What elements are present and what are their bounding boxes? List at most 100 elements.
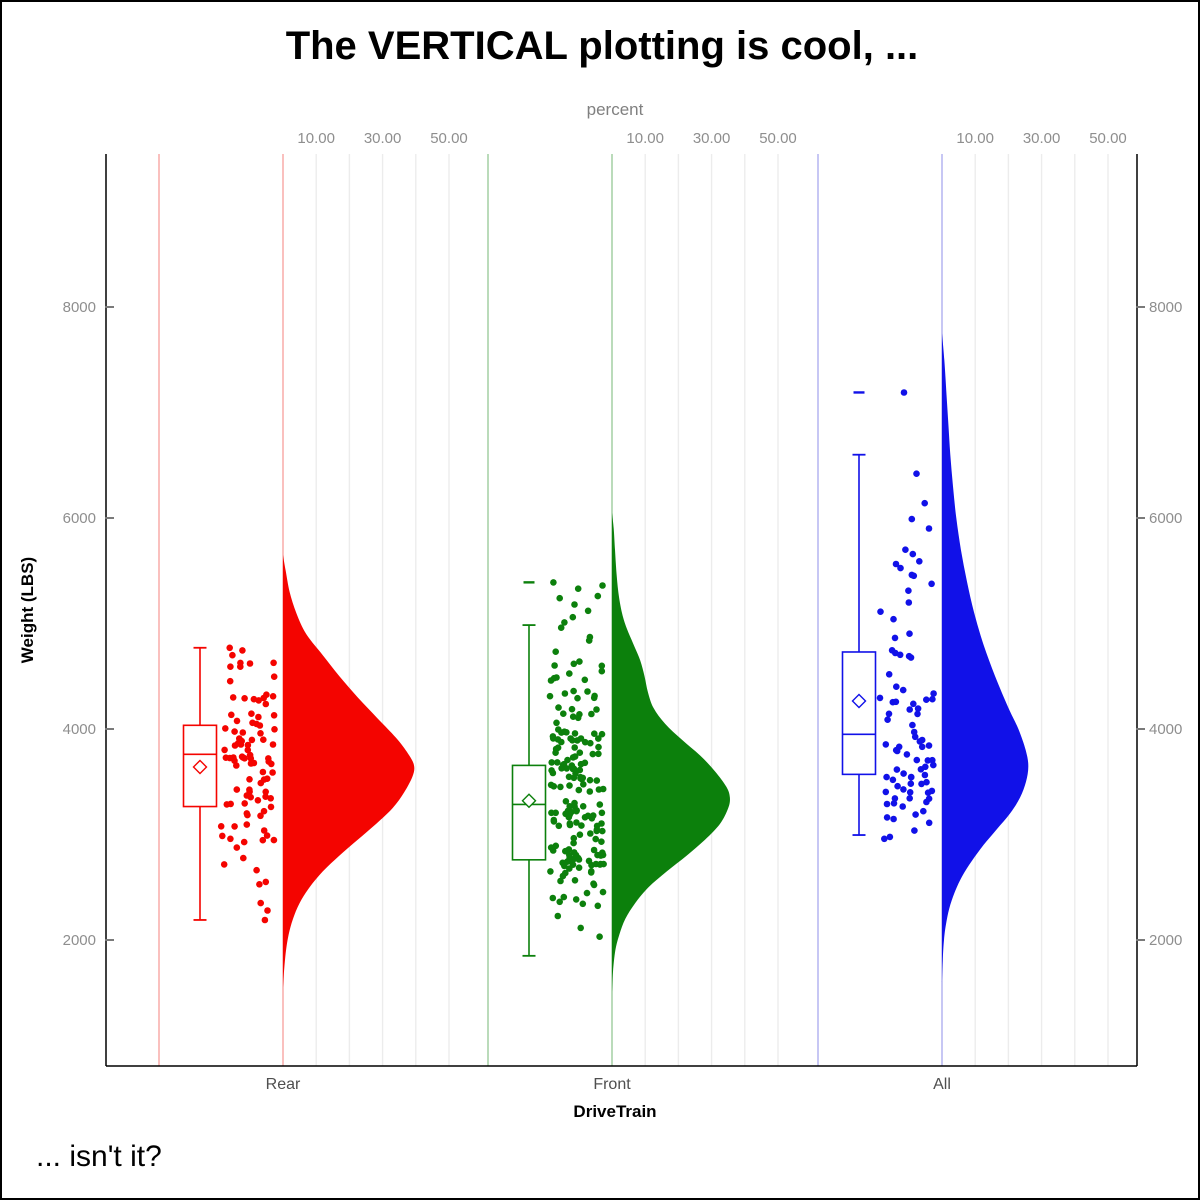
data-point <box>557 783 564 791</box>
data-point <box>263 691 270 698</box>
data-point <box>262 878 270 886</box>
data-point <box>892 560 900 568</box>
x2-tick-label-all-50: 50.00 <box>1089 130 1127 147</box>
data-point <box>588 861 595 869</box>
data-point <box>563 729 570 736</box>
density-rear <box>283 554 415 988</box>
data-point <box>921 499 928 507</box>
data-point <box>571 730 579 737</box>
data-point <box>886 833 894 841</box>
data-point <box>907 773 915 781</box>
data-point <box>270 836 278 844</box>
data-point <box>247 760 255 767</box>
y-tick-label-left-4000: 4000 <box>63 721 96 738</box>
data-point <box>555 822 563 830</box>
data-point <box>913 756 921 764</box>
data-point <box>256 881 263 888</box>
data-point <box>929 695 936 703</box>
data-point <box>556 898 563 906</box>
data-point <box>566 851 573 859</box>
data-point <box>259 836 267 844</box>
x2-tick-label-all-30: 30.00 <box>1023 130 1061 147</box>
data-point <box>260 827 268 834</box>
data-point <box>893 683 900 690</box>
data-point <box>243 810 251 817</box>
data-point <box>221 746 228 754</box>
data-point <box>592 835 599 843</box>
data-point <box>549 894 557 902</box>
data-point <box>925 795 933 802</box>
data-point <box>599 827 606 835</box>
data-point <box>246 660 254 667</box>
y-tick-label-right-4000: 4000 <box>1149 721 1182 738</box>
category-label-all: All <box>933 1076 951 1093</box>
data-point <box>569 737 576 744</box>
boxplot-rear <box>182 646 218 921</box>
data-point <box>231 742 239 749</box>
data-point <box>882 788 890 796</box>
data-point <box>588 868 595 875</box>
data-point <box>930 761 937 769</box>
data-point <box>568 762 576 769</box>
data-point <box>930 690 937 697</box>
data-point <box>900 389 908 396</box>
data-point <box>256 722 264 729</box>
data-point <box>233 786 241 793</box>
data-point <box>897 564 904 572</box>
data-point <box>584 607 592 615</box>
data-point <box>889 776 897 784</box>
y-tick-label-right-6000: 6000 <box>1149 510 1182 527</box>
data-point <box>910 700 917 708</box>
data-point <box>244 746 252 754</box>
data-point <box>547 677 555 684</box>
data-point <box>555 704 562 711</box>
data-point <box>570 839 577 847</box>
data-point <box>570 834 578 842</box>
data-point <box>928 787 936 795</box>
data-point <box>574 694 581 702</box>
data-point <box>229 651 236 659</box>
data-point <box>885 671 893 678</box>
data-point <box>226 644 233 652</box>
data-point <box>925 742 933 749</box>
data-point <box>883 773 890 781</box>
y-tick-label-right-2000: 2000 <box>1149 932 1182 949</box>
data-point <box>596 933 603 940</box>
data-point <box>912 811 919 818</box>
points-rear <box>217 644 278 924</box>
data-point <box>913 470 920 478</box>
data-point <box>589 812 597 819</box>
points-front <box>546 579 607 940</box>
data-point <box>248 710 255 717</box>
data-point <box>598 667 606 675</box>
mean-diamond <box>192 759 208 775</box>
data-point <box>899 686 907 694</box>
data-point <box>253 866 260 874</box>
data-point <box>907 654 915 661</box>
data-point <box>267 795 275 802</box>
data-point <box>228 711 235 719</box>
data-point <box>891 795 899 802</box>
data-point <box>593 826 601 833</box>
data-point <box>574 714 582 722</box>
data-point <box>590 880 597 887</box>
data-point <box>548 759 555 766</box>
data-point <box>269 769 276 776</box>
data-point <box>231 728 238 735</box>
data-point <box>554 744 562 751</box>
data-point <box>906 630 913 637</box>
data-point <box>591 730 598 737</box>
data-point <box>909 550 917 558</box>
data-point <box>881 835 888 843</box>
data-point <box>890 615 897 623</box>
data-point <box>586 776 594 784</box>
data-point <box>566 782 573 789</box>
data-point <box>227 663 234 670</box>
data-point <box>227 835 234 843</box>
data-point <box>257 730 264 737</box>
data-point <box>576 658 583 665</box>
data-point <box>907 780 915 787</box>
category-label-rear: Rear <box>266 1076 301 1093</box>
data-point <box>571 753 579 760</box>
data-point <box>918 780 925 788</box>
